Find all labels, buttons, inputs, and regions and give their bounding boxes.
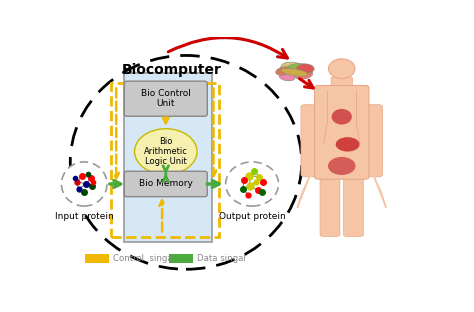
Ellipse shape <box>287 64 309 71</box>
Text: Bio Control
Unit: Bio Control Unit <box>141 89 191 108</box>
Ellipse shape <box>281 62 304 73</box>
FancyBboxPatch shape <box>124 74 212 241</box>
Ellipse shape <box>332 109 352 124</box>
Ellipse shape <box>279 73 295 81</box>
FancyBboxPatch shape <box>320 170 340 236</box>
Ellipse shape <box>281 68 308 76</box>
Ellipse shape <box>297 64 314 74</box>
Ellipse shape <box>226 162 279 206</box>
FancyBboxPatch shape <box>315 85 369 179</box>
Ellipse shape <box>62 162 107 206</box>
Text: Input protein: Input protein <box>55 212 114 221</box>
Text: Control  singal: Control singal <box>112 254 174 263</box>
Ellipse shape <box>336 137 360 152</box>
Ellipse shape <box>276 67 291 75</box>
Ellipse shape <box>294 70 313 79</box>
Text: Bio
Arithmetic
Logic Unit: Bio Arithmetic Logic Unit <box>144 137 188 167</box>
FancyBboxPatch shape <box>169 254 193 263</box>
Ellipse shape <box>328 157 356 175</box>
Polygon shape <box>297 174 310 208</box>
FancyBboxPatch shape <box>344 170 364 236</box>
FancyBboxPatch shape <box>364 105 383 177</box>
Text: Output protein: Output protein <box>219 212 285 221</box>
FancyBboxPatch shape <box>85 254 109 263</box>
Polygon shape <box>373 174 386 208</box>
Text: Biocomputer: Biocomputer <box>121 63 221 77</box>
Ellipse shape <box>135 129 197 174</box>
FancyBboxPatch shape <box>301 105 320 177</box>
Ellipse shape <box>328 59 355 79</box>
FancyBboxPatch shape <box>124 171 207 197</box>
Text: Data singal: Data singal <box>197 254 246 263</box>
FancyArrowPatch shape <box>300 79 313 88</box>
FancyBboxPatch shape <box>124 81 207 116</box>
Text: Bio Memory: Bio Memory <box>139 179 193 188</box>
FancyArrowPatch shape <box>168 38 287 58</box>
FancyBboxPatch shape <box>331 77 352 96</box>
